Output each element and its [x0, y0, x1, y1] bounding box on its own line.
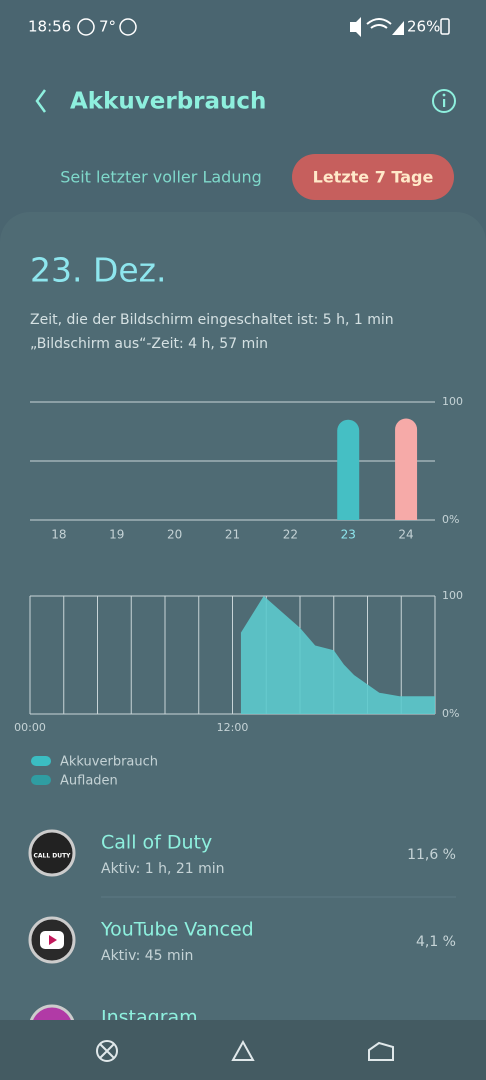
date: 23. Dez. — [30, 251, 167, 290]
y-tick-label: 0% — [442, 513, 459, 526]
app-name[interactable]: Call of Duty — [101, 832, 212, 854]
legend-label: Aufladen — [60, 774, 118, 789]
status-time: 18:56 — [28, 18, 71, 36]
legend-swatch — [31, 756, 51, 766]
nav-icon[interactable] — [231, 1039, 255, 1061]
x-tick-label: 12:00 — [217, 721, 249, 734]
x-tick-label: 23 — [341, 528, 356, 542]
wifi-icon — [366, 18, 392, 29]
y-tick-label: 100 — [442, 395, 463, 408]
bar — [337, 419, 360, 520]
x-tick-label: 24 — [398, 528, 413, 542]
signal-icon — [392, 21, 404, 35]
y-tick-label: 0% — [442, 707, 459, 720]
notification-icon — [119, 18, 137, 36]
status-battery: 26% — [407, 18, 440, 36]
app-icon-glyph — [49, 935, 57, 945]
x-tick-label: 21 — [225, 528, 240, 542]
x-tick-label: 22 — [283, 528, 298, 542]
x-tick-label: 00:00 — [14, 721, 46, 734]
x-tick-label: 19 — [109, 528, 124, 542]
status-temperature: 7° — [99, 18, 116, 36]
battery-icon — [440, 18, 450, 35]
bottom-nav — [0, 1020, 486, 1080]
x-tick-label: 18 — [51, 528, 66, 542]
battery-area — [240, 596, 435, 714]
legend-swatch — [31, 775, 51, 785]
info-glyph — [443, 99, 446, 107]
nav-icon — [99, 1043, 115, 1059]
app-icon-glyph: CALL DUTY — [33, 853, 71, 860]
app-name[interactable]: YouTube Vanced — [100, 919, 254, 941]
nav-icon[interactable] — [96, 1040, 118, 1062]
app-usage: 11,6 % — [407, 847, 456, 863]
screen-on-time: Zeit, die der Bildschirm eingeschaltet i… — [30, 312, 394, 328]
notification-icon — [77, 18, 95, 36]
info-glyph — [442, 93, 446, 97]
page-title: Akkuverbrauch — [70, 89, 266, 115]
info-button[interactable] — [432, 89, 456, 113]
legend-label: Akkuverbrauch — [60, 755, 158, 770]
x-tick-label: 20 — [167, 528, 182, 542]
app-detail: Aktiv: 45 min — [101, 948, 193, 964]
y-tick-label: 100 — [442, 589, 463, 602]
app-detail: Aktiv: 1 h, 21 min — [101, 861, 225, 877]
tab-selected[interactable]: Letzte 7 Tage — [313, 168, 434, 187]
app-icon[interactable] — [28, 829, 76, 877]
screen-off-time: „Bildschirm aus“-Zeit: 4 h, 57 min — [30, 336, 268, 352]
back-button[interactable] — [35, 89, 47, 113]
nav-icon[interactable] — [368, 1041, 394, 1061]
mute-icon — [350, 17, 361, 37]
tab-selected-bg[interactable] — [292, 154, 454, 200]
tab[interactable]: Seit letzter voller Ladung — [60, 168, 262, 187]
app-usage: 4,1 % — [416, 934, 456, 950]
bar — [395, 418, 418, 520]
